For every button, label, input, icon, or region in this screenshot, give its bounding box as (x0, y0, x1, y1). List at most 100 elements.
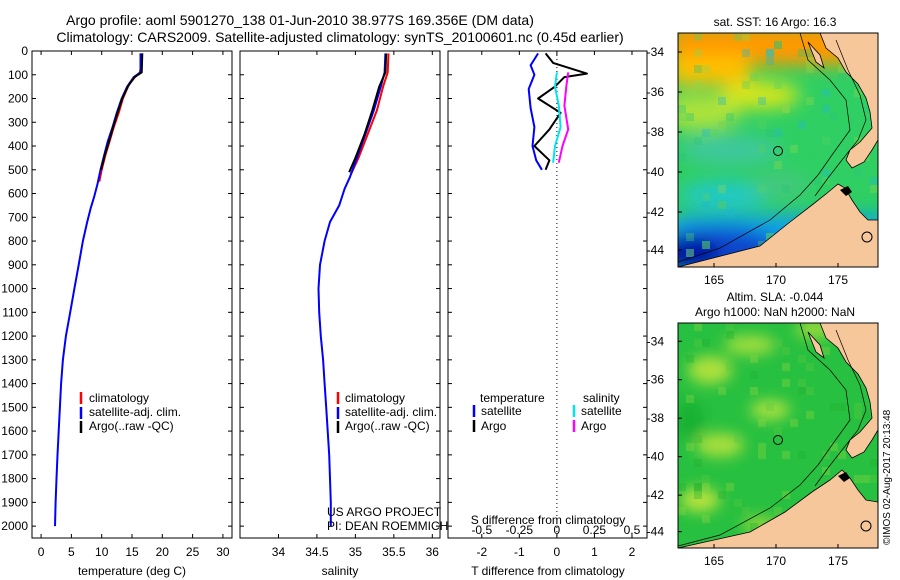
map-pixel (734, 499, 742, 507)
figure-title-line1: Argo profile: aoml 5901270_138 01-Jun-20… (66, 12, 534, 28)
map-pixel (702, 339, 710, 347)
map-pixel (822, 347, 830, 355)
map-pixel (838, 73, 846, 81)
map-pixel (718, 97, 726, 105)
map-pixel (678, 507, 686, 515)
map-pixel (838, 451, 846, 459)
depth-tick-label: 1000 (1, 282, 28, 296)
map-pixel (806, 49, 814, 57)
map-pixel (838, 65, 846, 73)
map-pixel (814, 177, 822, 185)
map-pixel (798, 387, 806, 395)
map-pixel (734, 33, 742, 41)
series-line-t-satellite (527, 52, 543, 171)
temperature-panel: 0100200300400500600700800900100011001200… (1, 44, 233, 578)
legend-salinity-header: salinity (583, 391, 620, 405)
depth-tick-label: 800 (8, 234, 28, 248)
map-pixel (694, 459, 702, 467)
map-pixel (702, 65, 710, 73)
depth-tick-label: 1300 (1, 353, 28, 367)
map-pixel (766, 49, 774, 57)
map-pixel (750, 355, 758, 363)
map-pixel (726, 483, 734, 491)
map-pixel (678, 105, 686, 113)
sla-map: Altim. SLA: -0.044 Argo h1000: NaN h2000… (647, 290, 879, 568)
map-lat-label: -36 (647, 85, 665, 99)
depth-tick-label: 200 (8, 92, 28, 106)
depth-tick-label: 1500 (1, 400, 28, 414)
map-lat-label: -40 (647, 450, 665, 464)
map-pixel (726, 323, 734, 331)
map-pixel (734, 435, 742, 443)
map-pixel (694, 33, 702, 41)
map-pixel (854, 475, 862, 483)
map-pixel (678, 153, 686, 161)
map-lat-label: -38 (647, 411, 665, 425)
map-pixel (758, 97, 766, 105)
map-pixel (766, 403, 774, 411)
map-pixel (774, 81, 782, 89)
map-pixel (702, 201, 710, 209)
x-tick-label: 0 (38, 545, 45, 559)
map-pixel (806, 57, 814, 65)
map-pixel (862, 105, 870, 113)
map-pixel (694, 435, 702, 443)
map-pixel (686, 233, 694, 241)
map-pixel (702, 241, 710, 249)
map-pixel (782, 347, 790, 355)
map-lat-label: -36 (647, 373, 665, 387)
map-pixel (694, 483, 702, 491)
map-pixel (694, 491, 702, 499)
x-tick-label: 1 (591, 545, 598, 559)
map-pixel (678, 483, 686, 491)
map-pixel (766, 233, 774, 241)
map-pixel (870, 185, 878, 193)
map-pixel (742, 507, 750, 515)
map-pixel (782, 105, 790, 113)
map-pixel (718, 491, 726, 499)
map-lat-label: -44 (647, 243, 665, 257)
depth-tick-label: 0 (21, 44, 28, 58)
map-pixel (750, 73, 758, 81)
map-pixel (702, 443, 710, 451)
x-tick-label: 34.5 (305, 545, 329, 559)
map-pixel (750, 523, 758, 531)
sla-map-title-line1: Altim. SLA: -0.044 (727, 290, 824, 304)
map-pixel (718, 201, 726, 209)
map-pixel (718, 201, 726, 209)
map-pixel (686, 249, 694, 257)
legend-argo-label: Argo(..raw -QC) (89, 419, 174, 433)
map-pixel (782, 379, 790, 387)
sst-map-title: sat. SST: 16 Argo: 16.3 (714, 15, 837, 29)
map-pixel (702, 515, 710, 523)
map-pixel (862, 411, 870, 419)
depth-tick-label: 1600 (1, 424, 28, 438)
temperature-axes-frame (31, 50, 233, 539)
map-pixel (686, 355, 694, 363)
legend-t-argo-label: Argo (481, 419, 507, 433)
map-pixel (702, 475, 710, 483)
legend-climatology-label: climatology (345, 391, 405, 405)
map-pixel (830, 443, 838, 451)
depth-tick-label: 900 (8, 258, 28, 272)
map-pixel (686, 443, 694, 451)
map-lon-label: 165 (704, 273, 724, 287)
map-lon-label: 175 (828, 273, 848, 287)
map-pixel (798, 121, 806, 129)
map-lon-label: 175 (828, 554, 848, 568)
map-pixel (822, 105, 830, 113)
map-pixel (718, 121, 726, 129)
map-pixel (694, 323, 702, 331)
map-pixel (694, 483, 702, 491)
map-pixel (766, 233, 774, 241)
map-pixel (870, 177, 878, 185)
x-tick-label: 36 (426, 545, 440, 559)
map-lat-label: -34 (647, 334, 665, 348)
map-lat-label: -42 (647, 488, 665, 502)
map-pixel (774, 41, 782, 49)
map-pixel (766, 49, 774, 57)
map-pixel (798, 355, 806, 363)
project-credit: US ARGO PROJECT (327, 505, 442, 519)
map-pixel (822, 89, 830, 97)
map-lat-label: -42 (647, 205, 665, 219)
